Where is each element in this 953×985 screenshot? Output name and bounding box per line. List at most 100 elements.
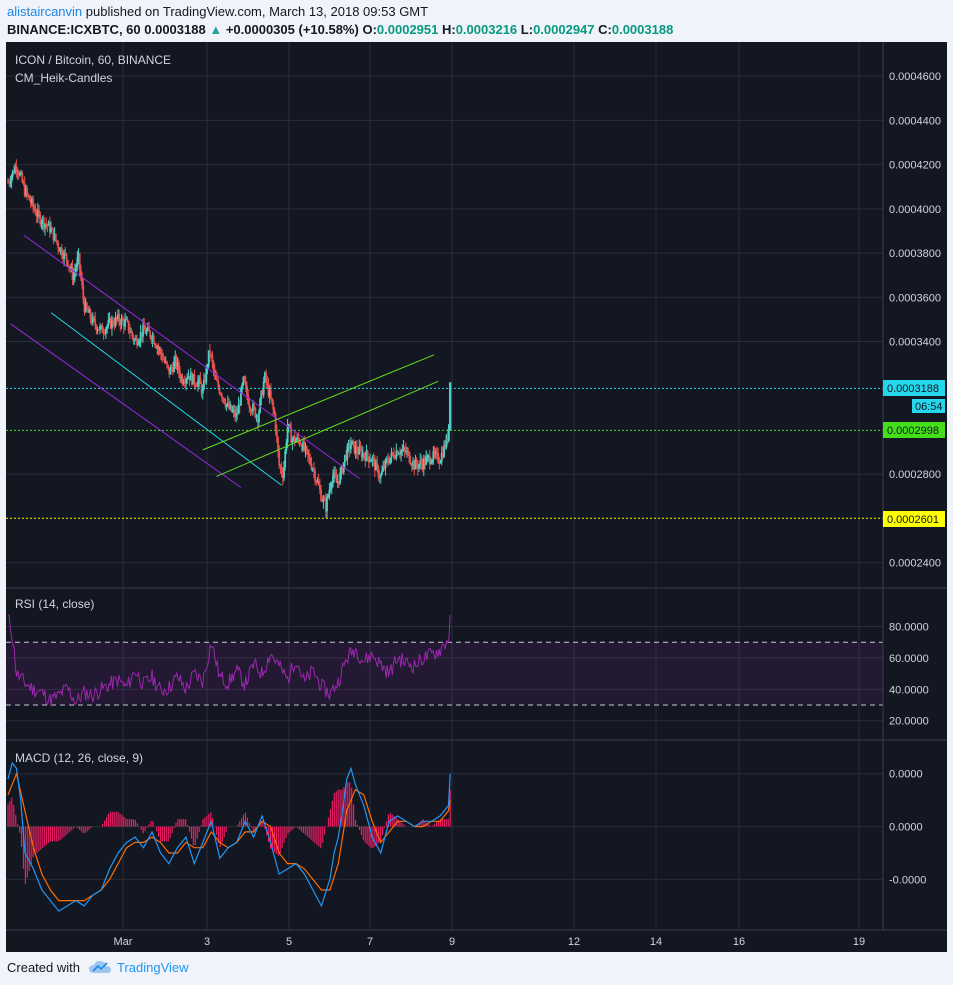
candle-body [108,318,111,321]
candle-body [238,404,241,406]
candle-body [384,459,387,469]
author-link[interactable]: alistaircanvin [7,4,83,19]
up-arrow-icon: ▲ [209,22,223,37]
macd-tick-label: 0.0000 [889,822,923,834]
yellow-line-box [883,511,945,527]
candle-body [241,384,244,389]
candle-body [240,388,242,406]
candle-body [58,248,61,252]
candle-body [279,465,282,468]
high-label: H: [441,22,456,37]
candle-body [266,382,269,384]
candle-body [51,228,54,230]
candle-body [390,452,393,458]
candle-body [334,472,337,477]
candle-body [8,182,11,184]
candle-body [320,489,322,501]
candle-body [63,251,66,259]
candle-body [47,222,50,227]
candle-body [23,183,26,196]
candle-body [177,362,180,372]
candle-body [131,331,134,337]
candle-body [273,409,276,415]
candle-body [71,266,74,280]
last-price: 0.0003188 [144,22,206,37]
green-line-label: 0.0002998 [887,425,939,437]
candle-body [137,343,140,346]
candle-body [351,440,354,445]
candle-body [17,172,20,176]
candle-body [425,457,428,465]
candle-body [106,325,109,329]
rsi-tick-label: 20.0000 [889,716,929,728]
rsi-pane [6,614,883,707]
candle-body [219,393,222,395]
candle-body [185,379,187,384]
candle-body [290,427,293,443]
candle-body [250,411,253,413]
rsi-line [7,614,451,707]
candle-body [296,436,299,441]
candle-body [59,247,62,252]
candle-body [244,381,247,386]
candle-body [277,437,279,452]
chart-area[interactable]: Mar 3 5 7 9 12 14 16 19 0.0004600 0.0004400 0.00042… [6,42,947,952]
candle-body [421,463,424,470]
trendline-cyan [50,312,282,486]
candle-body [414,459,417,470]
candle-body [255,415,258,418]
candle-body [339,472,342,484]
candle-body [333,472,336,476]
candle-body [327,495,330,497]
candle-body [213,370,216,374]
candle-body [247,394,250,404]
candle-body [204,379,207,382]
candle-body [236,413,239,415]
candle-body [229,404,232,409]
candle-body [332,475,334,484]
high-value: 0.0003216 [455,22,518,37]
last-price-label: 0.0003188 [887,383,939,395]
candle-body [328,489,331,496]
candle-body [263,372,266,382]
candle-body [94,318,97,326]
candle-body [143,325,146,330]
low-label: L: [520,22,534,37]
candle-body [132,336,135,341]
candle-body [393,453,395,458]
tradingview-brand[interactable]: TradingView [117,960,189,975]
candle-body [385,459,388,461]
candle-body [78,253,81,270]
price-tick-label: 0.0004400 [889,115,941,127]
candle-body [426,456,429,458]
candle-body [404,449,407,453]
candle-body [44,223,46,228]
candle-body [317,481,320,486]
candle-body [354,446,357,454]
candle-body [68,266,70,268]
candle-body [79,269,82,278]
candle-body [383,466,386,469]
candle-body [234,410,236,417]
candle-body [376,462,379,467]
candle-body [83,298,86,313]
candle-body [99,326,101,331]
macd-legend: MACD (12, 26, close, 9) [15,751,143,765]
chart-svg[interactable]: Mar 3 5 7 9 12 14 16 19 0.0004600 0.0004400 0.00042… [6,42,947,952]
candle-body [242,376,245,385]
candle-body [329,487,332,490]
price-tick-label: 0.0004000 [889,204,941,216]
candle-body [321,500,324,502]
candle-body [430,462,432,464]
x-tick-label: 14 [650,936,662,948]
candle-body [39,213,42,224]
candle-body [210,354,213,356]
candle-body [323,498,326,501]
candle-body [173,361,175,372]
candle-body [254,407,257,418]
candle-body [65,253,68,261]
candle-body [402,447,405,451]
tradingview-cloud-icon[interactable] [88,959,112,975]
candle-body [224,402,227,407]
candle-body [101,325,104,333]
